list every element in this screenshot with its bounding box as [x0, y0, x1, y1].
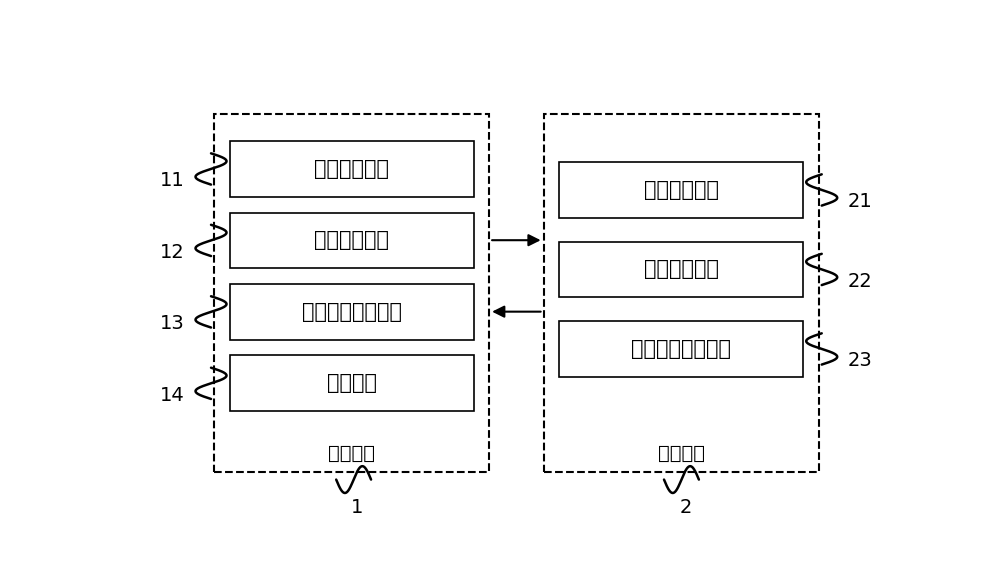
Text: 被控设备: 被控设备 [658, 444, 705, 463]
Bar [559, 321, 803, 377]
Text: 控制面板: 控制面板 [328, 444, 375, 463]
Text: 22: 22 [848, 272, 873, 291]
Bar [230, 284, 474, 340]
Text: 第一通信模块: 第一通信模块 [314, 159, 389, 179]
Text: 11: 11 [160, 171, 185, 190]
Text: 2: 2 [679, 498, 692, 517]
Text: 13: 13 [160, 314, 185, 333]
Bar [230, 141, 474, 197]
Bar [544, 114, 819, 472]
Text: 1: 1 [351, 498, 364, 517]
Text: 21: 21 [848, 193, 873, 211]
Text: 第二通信模块: 第二通信模块 [644, 180, 719, 200]
Text: 自检模块: 自检模块 [327, 374, 377, 393]
Text: 14: 14 [160, 386, 185, 405]
Bar [230, 356, 474, 411]
Text: 第二解析模块: 第二解析模块 [644, 259, 719, 280]
Text: 第一解析模块: 第一解析模块 [314, 230, 389, 251]
Bar [559, 162, 803, 218]
Text: 初始参数设置模块: 初始参数设置模块 [631, 339, 731, 359]
Bar [559, 241, 803, 298]
Text: 12: 12 [160, 243, 185, 262]
Bar [214, 114, 489, 472]
Text: 23: 23 [848, 351, 873, 370]
Text: 标识参数设置模块: 标识参数设置模块 [302, 302, 402, 322]
Bar [230, 212, 474, 269]
